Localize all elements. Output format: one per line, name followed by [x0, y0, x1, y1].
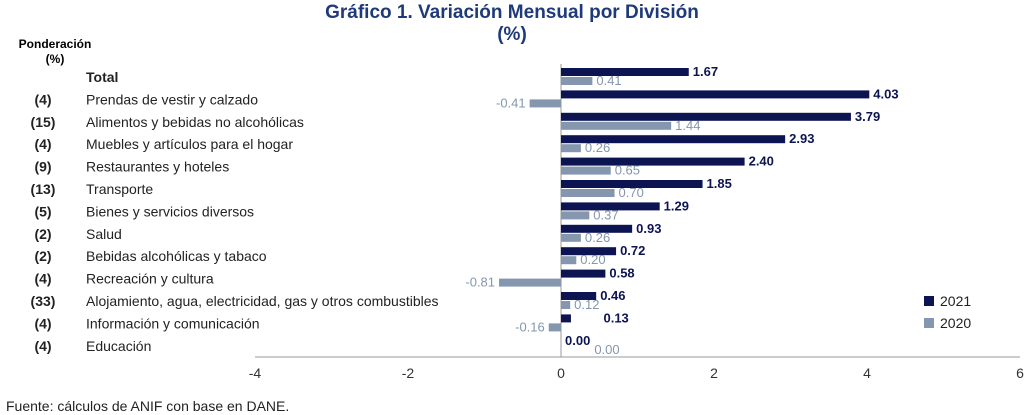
title-line-2: (%) [497, 24, 527, 45]
data-label-2021: 2.93 [789, 131, 814, 146]
bar-2020 [561, 301, 571, 309]
data-label-2021: 0.00 [565, 333, 590, 348]
weight-label: (5) [34, 203, 51, 219]
bar-2021 [561, 269, 606, 278]
category-label: Muebles y artículos para el hogar [86, 136, 293, 152]
data-label-2020: 0.70 [619, 185, 644, 200]
weight-label: (4) [34, 315, 51, 331]
x-tick-label: 6 [1016, 365, 1024, 381]
bar-2021 [561, 90, 870, 99]
data-label-2020: 0.37 [593, 207, 618, 222]
chart-title: Gráfico 1. Variación Mensual por Divisió… [0, 2, 1024, 46]
weight-label: (4) [34, 271, 51, 287]
bar-2021 [561, 157, 745, 166]
data-label-2020: 0.26 [585, 140, 610, 155]
legend-swatch-2020 [924, 318, 934, 328]
category-label: Alimentos y bebidas no alcohólicas [86, 114, 304, 130]
bar-2020 [561, 256, 577, 265]
weight-label: (15) [31, 114, 56, 130]
bar-2021 [561, 247, 617, 256]
weight-label: (4) [34, 338, 51, 354]
category-label: Prendas de vestir y calzado [86, 91, 258, 107]
bar-2020 [499, 278, 561, 287]
title-line-1: Gráfico 1. Variación Mensual por Divisió… [325, 2, 699, 23]
data-label-2020: 1.44 [675, 118, 700, 133]
category-label: Información y comunicación [86, 315, 260, 331]
weight-header-line-1: Ponderación [18, 37, 92, 51]
category-label: Recreación y cultura [86, 271, 214, 287]
x-tick-label: -2 [402, 365, 415, 381]
category-label: Salud [86, 226, 122, 242]
category-label: Bienes y servicios diversos [86, 203, 254, 219]
bar-2020 [561, 211, 590, 220]
weight-label: (4) [34, 91, 51, 107]
data-label-2021: 1.29 [664, 198, 689, 213]
data-label-2020: 0.00 [594, 342, 619, 357]
bar-2020 [548, 323, 561, 332]
x-tick-label: -4 [249, 365, 262, 381]
weight-label: (2) [34, 248, 51, 264]
data-label-2021: 0.93 [636, 221, 661, 236]
weight-label: (33) [31, 293, 56, 309]
data-label-2020: 0.41 [596, 73, 621, 88]
bar-2021 [561, 135, 786, 144]
source-note: Fuente: cálculos de ANIF con base en DAN… [6, 398, 290, 414]
data-label-2020: 0.65 [615, 163, 640, 178]
data-label-2021: 2.40 [749, 154, 774, 169]
bar-2021 [561, 292, 597, 300]
weight-header: Ponderación (%) [0, 37, 110, 67]
weight-header-line-2: (%) [45, 52, 65, 66]
bar-2021 [561, 68, 689, 76]
data-label-2021: 1.67 [693, 64, 718, 79]
bar-2020 [561, 121, 672, 130]
data-label-2021: 1.85 [707, 176, 732, 191]
bar-2021 [561, 202, 660, 211]
category-label: Educación [86, 338, 151, 354]
bar-2021 [561, 224, 633, 233]
data-label-2021: 0.72 [620, 243, 645, 258]
weight-label: (13) [31, 181, 56, 197]
data-label-2020: -0.81 [465, 275, 495, 290]
weight-label: (9) [34, 159, 51, 175]
category-label: Transporte [86, 181, 153, 197]
data-label-2020: -0.41 [496, 95, 526, 110]
weight-label: (2) [34, 226, 51, 242]
bar-2020 [529, 99, 561, 108]
x-tick-label: 4 [863, 365, 871, 381]
category-label: Total [86, 69, 118, 85]
data-label-2021: 0.46 [600, 288, 625, 303]
bar-2020 [561, 166, 611, 175]
legend-swatch-2021 [924, 296, 934, 306]
data-label-2020: 0.12 [574, 297, 599, 312]
x-tick-label: 0 [557, 365, 565, 381]
data-label-2020: 0.26 [585, 230, 610, 245]
data-label-2021: 3.79 [855, 109, 880, 124]
category-label: Bebidas alcohólicas y tabaco [86, 248, 267, 264]
data-label-2021: 0.13 [603, 310, 628, 325]
weight-label: (4) [34, 136, 51, 152]
category-label: Restaurantes y hoteles [86, 159, 229, 175]
bar-2021 [561, 314, 571, 323]
data-label-2021: 0.58 [609, 266, 634, 281]
legend-label-2021: 2021 [940, 293, 971, 309]
x-tick-label: 2 [710, 365, 718, 381]
category-label: Alojamiento, agua, electricidad, gas y o… [86, 293, 439, 309]
bar-2020 [561, 77, 593, 85]
bar-2020 [561, 233, 581, 242]
bar-2021 [561, 112, 851, 121]
data-label-2020: 0.20 [580, 252, 605, 267]
legend-label-2020: 2020 [940, 315, 971, 331]
data-label-2021: 4.03 [873, 86, 898, 101]
data-label-2020: -0.16 [515, 319, 545, 334]
bar-2020 [561, 189, 615, 197]
bar-2021 [561, 180, 703, 188]
bar-2020 [561, 144, 581, 153]
